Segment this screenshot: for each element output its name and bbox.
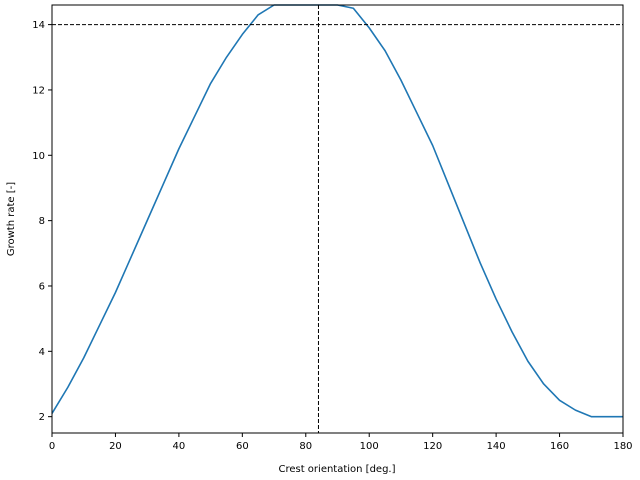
y-tick-label: 4 <box>39 347 45 358</box>
x-tick-label: 180 <box>613 441 632 452</box>
x-tick-label: 0 <box>49 441 55 452</box>
plot-frame <box>51 4 624 434</box>
y-tick-label: 10 <box>32 151 45 162</box>
y-tick-label: 6 <box>39 281 45 292</box>
x-tick-label: 20 <box>109 441 122 452</box>
y-axis-label: Growth rate [-] <box>6 182 17 256</box>
y-tick-label: 12 <box>32 85 45 96</box>
y-tick-label: 8 <box>39 216 45 227</box>
y-tick-label: 14 <box>32 20 45 31</box>
x-tick-label: 160 <box>550 441 569 452</box>
x-tick-label: 140 <box>487 441 506 452</box>
x-axis: 0 20 40 60 80 100 120 140 160 180 <box>49 433 633 452</box>
x-tick-label: 60 <box>236 441 249 452</box>
x-tick-label: 120 <box>423 441 442 452</box>
plot-area <box>51 4 623 433</box>
series-line-0 <box>51 4 623 418</box>
x-tick-label: 80 <box>299 441 312 452</box>
y-tick-label: 2 <box>39 412 45 423</box>
x-tick-label: 40 <box>173 441 186 452</box>
x-axis-label: Crest orientation [deg.] <box>278 464 395 475</box>
y-axis: 2 4 6 8 10 12 14 <box>32 20 52 423</box>
x-tick-label: 100 <box>360 441 379 452</box>
